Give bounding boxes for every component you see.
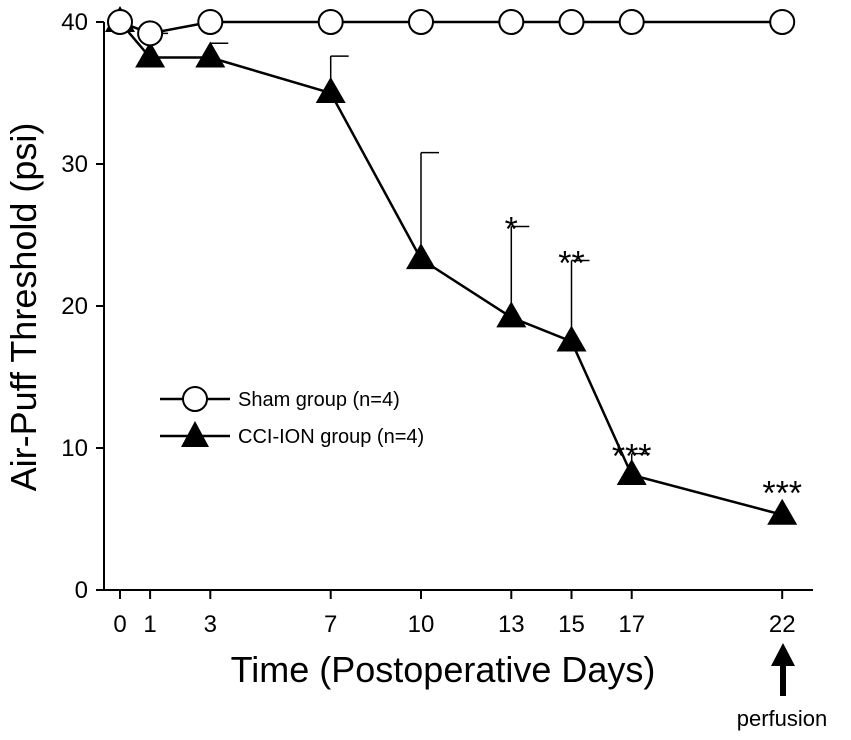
- x-axis-title: Time (Postoperative Days): [231, 649, 656, 690]
- circle-marker: [107, 9, 133, 35]
- x-tick-label: 13: [498, 611, 525, 638]
- x-tick-label: 7: [324, 611, 337, 638]
- triangle-marker: [135, 41, 166, 68]
- triangle-marker: [767, 498, 798, 525]
- series-lines: [119, 20, 783, 516]
- perfusion-annotation: perfusion: [737, 643, 828, 731]
- y-tick-label: 20: [61, 293, 88, 320]
- triangle-marker: [556, 325, 587, 352]
- circle-marker: [408, 9, 434, 35]
- triangle-marker: [195, 41, 226, 68]
- significance-label: *: [505, 210, 518, 248]
- y-tick-label: 30: [61, 151, 88, 178]
- x-tick-label: 1: [143, 611, 156, 638]
- legend-marker-sham: [182, 386, 208, 412]
- y-axis-title: Air-Puff Threshold (psi): [3, 123, 44, 492]
- series-line-cci-ion: [119, 21, 783, 516]
- triangle-marker: [616, 458, 647, 485]
- triangle-marker: [406, 243, 436, 270]
- circle-marker: [769, 9, 796, 35]
- significance-label: ***: [762, 475, 802, 513]
- significance-label: **: [558, 245, 584, 283]
- legend-marker-cci: [181, 421, 209, 447]
- legend-label-sham: Sham group (n=4): [238, 389, 400, 411]
- significance-label: ***: [612, 438, 652, 476]
- x-tick-label: 22: [769, 611, 796, 638]
- legend: Sham group (n=4) CCI-ION group (n=4): [160, 386, 424, 448]
- circle-marker: [618, 9, 645, 35]
- x-tick-label: 17: [618, 611, 645, 638]
- y-tick-label: 0: [75, 577, 88, 604]
- x-tick-label: 15: [558, 611, 585, 638]
- arrow-up-icon: [771, 643, 795, 666]
- circle-marker: [558, 9, 585, 35]
- y-tick-label: 10: [61, 435, 88, 462]
- x-tick-label: 3: [204, 611, 217, 638]
- data-markers: [105, 6, 798, 525]
- circle-marker: [317, 9, 344, 35]
- y-tick-label: 40: [61, 9, 88, 36]
- legend-label-cci: CCI-ION group (n=4): [238, 426, 424, 448]
- x-tick-label: 10: [408, 611, 435, 638]
- significance-labels: *********: [505, 210, 802, 512]
- circle-marker: [197, 9, 224, 35]
- perfusion-label: perfusion: [737, 706, 828, 731]
- circle-marker: [137, 20, 164, 47]
- triangle-marker: [315, 77, 346, 103]
- axes: [96, 21, 813, 599]
- x-tick-label: 0: [113, 611, 126, 638]
- triangle-marker: [496, 301, 527, 328]
- circle-marker: [498, 9, 525, 35]
